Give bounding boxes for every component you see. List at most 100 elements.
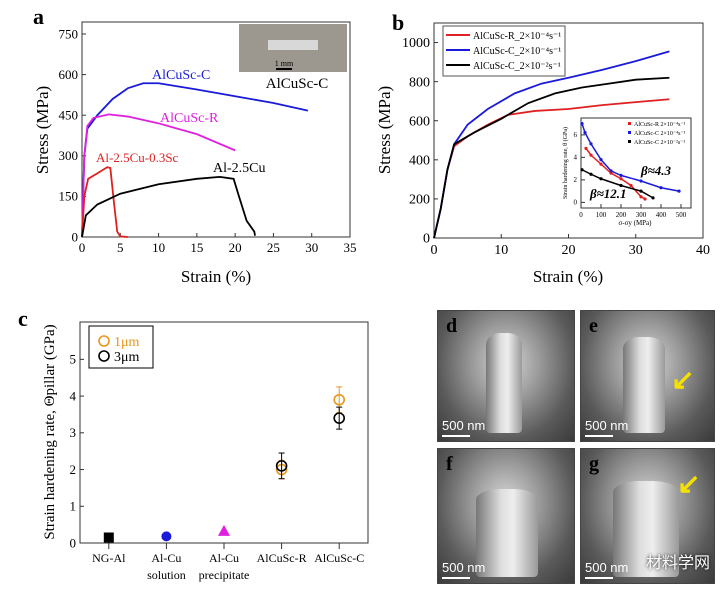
x-axis-label: σ-σy (MPa) (618, 219, 652, 227)
y-tick-label: 450 (59, 108, 79, 123)
y-tick-label: 150 (59, 189, 79, 204)
y-tick-label: 4 (574, 154, 578, 162)
legend-marker (98, 350, 110, 362)
pillar (476, 489, 538, 577)
scale-bar (585, 577, 613, 579)
legend-label: 3μm (114, 350, 140, 365)
data-point-triangle (218, 524, 230, 536)
y-tick-label: 600 (59, 67, 79, 82)
legend-label: AlCuSc-C 2×10⁻²s⁻¹ (634, 140, 685, 146)
specimen-gauge (268, 40, 318, 50)
x-tick-label: 400 (656, 211, 667, 219)
series-label: Al-2.5Cu-0.3Sc (96, 150, 179, 165)
x-tick-label: 30 (305, 240, 318, 255)
x-tick-label: 500 (676, 211, 687, 219)
x-tick-label: 100 (596, 211, 607, 219)
data-point-3μm (275, 460, 288, 472)
y-tick-label: 750 (59, 26, 79, 41)
data-point-square (103, 532, 114, 543)
y-tick-label: 0 (70, 535, 77, 550)
series-line-Al-2-5Cu (81, 176, 256, 238)
category-label: AlCuSc-C (314, 551, 364, 565)
x-tick-label: 20 (229, 240, 242, 255)
annotation: β≈4.3 (640, 163, 672, 178)
x-tick-label: 200 (616, 211, 627, 219)
scale-bar (442, 577, 470, 579)
scale-bar-label: 500 nm (442, 560, 486, 575)
annotation: β≈12.1 (589, 186, 627, 201)
y-tick-label: 400 (409, 153, 430, 168)
legend-label: AlCuSc-R 2×10⁻⁴s⁻¹ (634, 122, 686, 128)
data-point-circle (161, 531, 172, 542)
series-line-AlCuSc-C-2-10-s- (581, 169, 654, 199)
series-label: AlCuSc-C (152, 68, 210, 83)
watermark: 材料学网 (645, 553, 710, 572)
y-axis-label: Stress (MPa) (375, 86, 394, 174)
panel-label: a (33, 4, 44, 29)
y-tick-label: 2 (574, 176, 578, 184)
inset-background (560, 112, 695, 232)
y-tick-label: 6 (574, 131, 578, 139)
series-line-AlCuSc-R-2-10-s- (585, 147, 646, 200)
y-tick-label: 1000 (402, 36, 430, 51)
scale-bar-label: 1 mm (275, 59, 294, 68)
category-label: Al-Cu (151, 551, 181, 565)
sem-image-g: g ↙ 500 nm 材料学网 (580, 448, 715, 584)
scale-bar (442, 435, 470, 437)
x-tick-label: 30 (629, 243, 643, 258)
x-tick-label: 0 (579, 211, 583, 219)
y-axis-label: Stress (MPa) (33, 86, 52, 174)
category-label: NG-Al (92, 551, 126, 565)
x-tick-label: 10 (152, 240, 165, 255)
x-tick-label: 10 (494, 243, 508, 258)
sem-image-f: f 500 nm (437, 448, 575, 584)
y-tick-label: 600 (409, 114, 430, 129)
legend-label: AlCuSc-C_2×10⁻²s⁻¹ (473, 61, 561, 72)
y-axis-label: Strain hardening rate, Θpillar (GPa) (42, 324, 58, 539)
pillar (486, 333, 522, 433)
y-tick-label: 2 (70, 462, 77, 477)
data-point-1μm (333, 393, 346, 406)
y-axis-label: Strain hardening rate, θ (GPa) (562, 127, 569, 199)
category-label: solution (147, 568, 186, 582)
x-tick-label: 40 (696, 243, 710, 258)
legend-marker (628, 122, 631, 125)
image-label: e (589, 315, 598, 337)
inset-caption: AlCuSc-C (266, 76, 329, 92)
panel-label: b (392, 10, 404, 35)
x-tick-label: 25 (267, 240, 280, 255)
series-line-AlCuSc-C-2-10-s- (433, 76, 670, 239)
y-tick-label: 4 (70, 388, 77, 403)
legend-label: 1μm (114, 335, 140, 350)
legend-label: AlCuSc-R_2×10⁻⁴s⁻¹ (473, 31, 561, 42)
panel-label: c (18, 306, 28, 331)
category-label: precipitate (199, 568, 250, 582)
legend (88, 325, 154, 369)
x-tick-label: 300 (636, 211, 647, 219)
x-tick-label: 35 (344, 240, 357, 255)
pillar (623, 337, 665, 433)
data-point-3μm (333, 412, 346, 424)
x-tick-label: 15 (190, 240, 203, 255)
series-line-Al-2-5Cu-0-3Sc (81, 166, 129, 238)
sem-image-e: e ↙ 500 nm (580, 310, 715, 442)
x-tick-label: 0 (431, 243, 438, 258)
category-label: AlCuSc-R (257, 551, 307, 565)
legend-label: AlCuSc-C_2×10⁻⁴s⁻¹ (473, 46, 561, 57)
legend-marker (628, 140, 631, 143)
image-label: d (446, 315, 458, 337)
legend-label: AlCuSc-C 2×10⁻⁴s⁻¹ (634, 131, 686, 137)
y-tick-label: 1 (70, 499, 77, 514)
scale-bar (585, 435, 613, 437)
y-tick-label: 3 (70, 425, 77, 440)
x-tick-label: 5 (117, 240, 124, 255)
plot-frame (580, 117, 692, 209)
y-tick-label: 0 (423, 232, 430, 247)
category-label: Al-Cu (209, 551, 239, 565)
scale-bar-label: 500 nm (585, 560, 629, 575)
x-axis-label: Strain (%) (181, 267, 251, 286)
arrow-icon: ↙ (677, 469, 701, 500)
y-tick-label: 300 (59, 148, 79, 163)
